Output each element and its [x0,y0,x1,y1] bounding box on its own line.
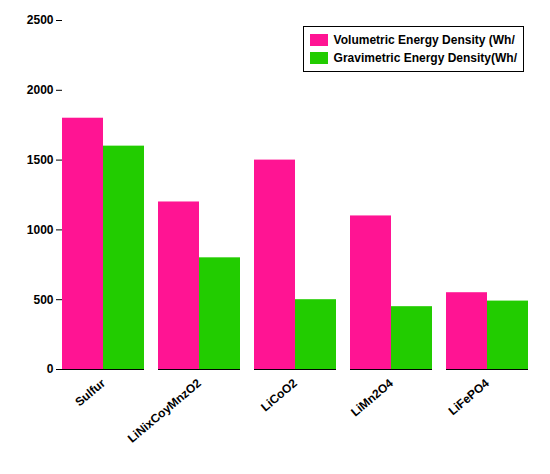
html-text:Volumetric Energy Density (Wh/: Volumetric Energy Density (Wh/ [333,33,515,47]
html-text:Gravimetric Energy Density(Wh/: Gravimetric Energy Density(Wh/ [333,51,517,65]
svg-text:2500: 2500 [27,13,54,27]
svg-text:LiMn2O4: LiMn2O4 [348,376,396,420]
svg-text:500: 500 [33,293,53,307]
svg-text:2000: 2000 [27,83,54,97]
svg-text:LiFePO4: LiFePO4 [446,376,493,418]
svg-text:LiCoO2: LiCoO2 [258,376,300,414]
svg-text:1500: 1500 [27,153,54,167]
svg-text:LiNixCoyMnzO2: LiNixCoyMnzO2 [125,376,204,446]
svg-text:Sulfur: Sulfur [72,376,108,409]
svg-text:1000: 1000 [27,223,54,237]
svg-text:0: 0 [47,362,54,376]
